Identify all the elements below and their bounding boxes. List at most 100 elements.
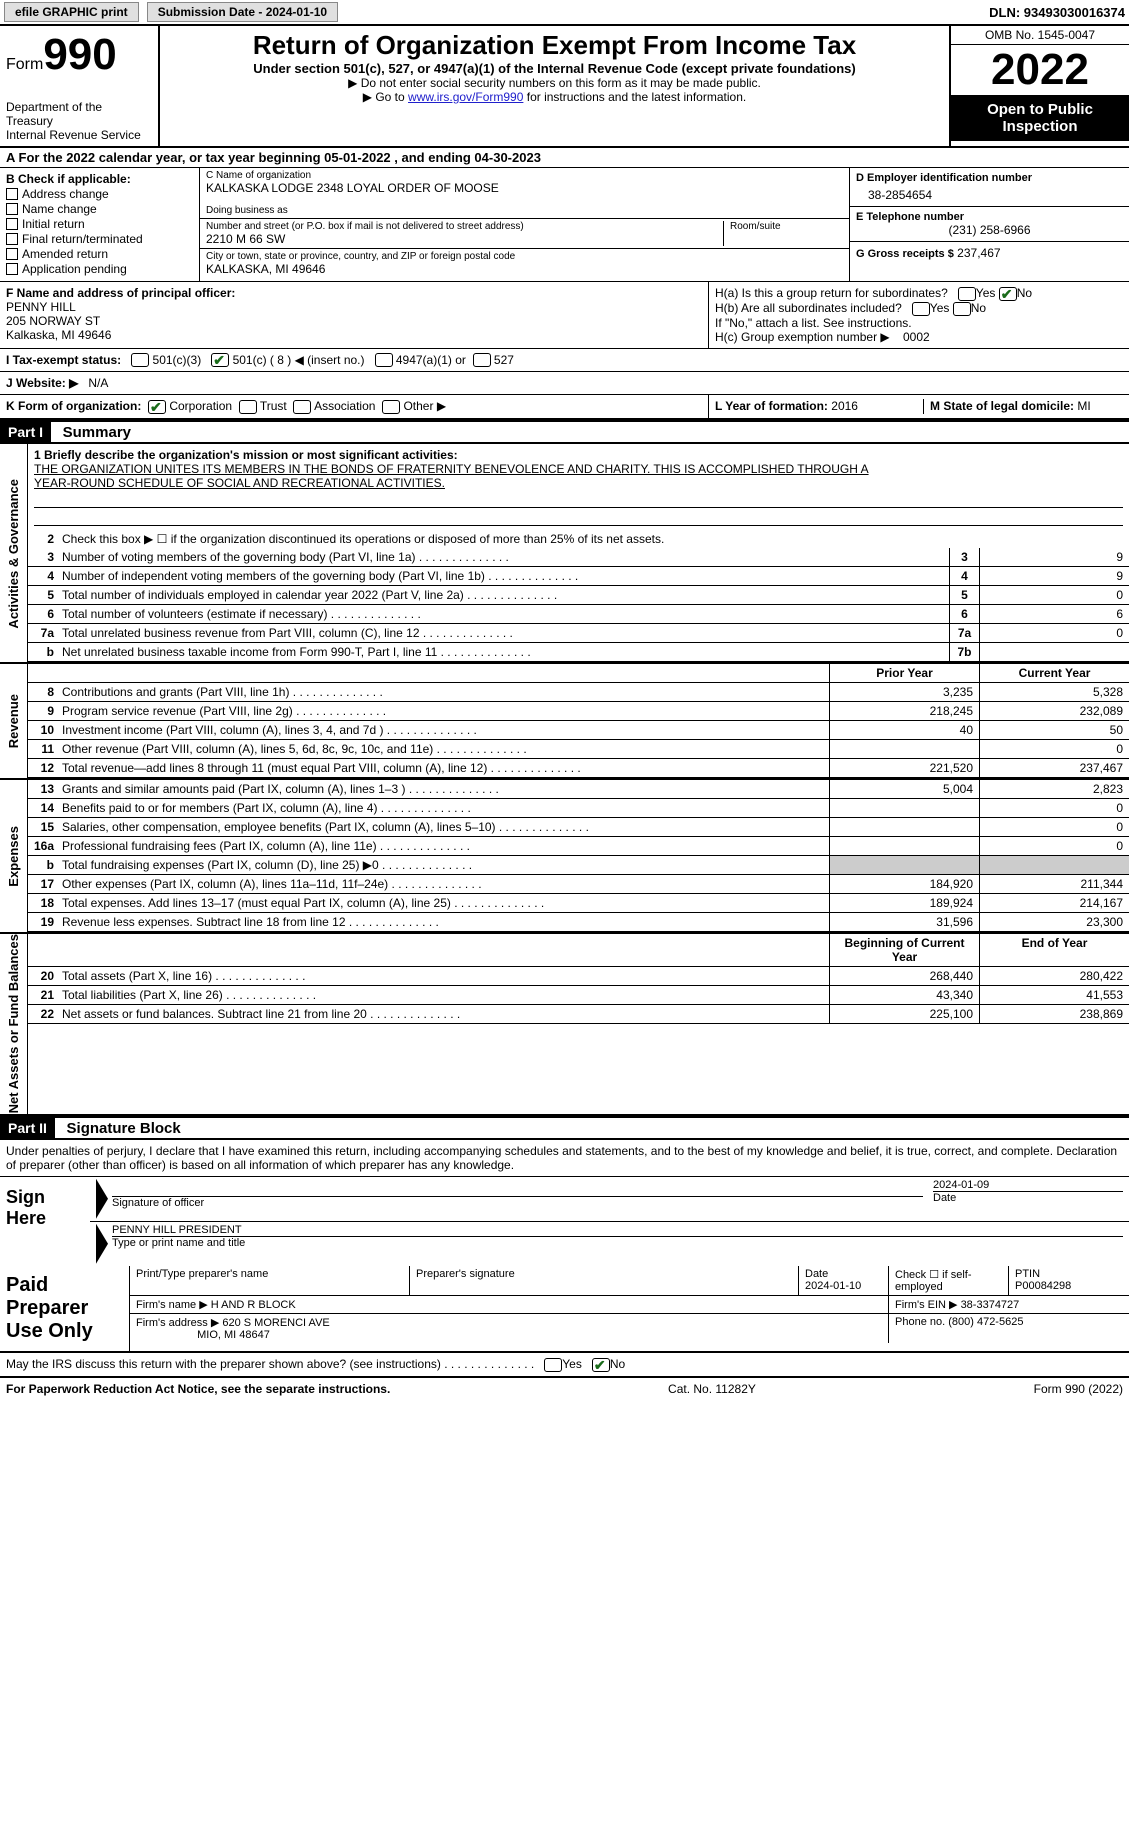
m-label: M State of legal domicile: <box>930 399 1074 413</box>
sign-here-block: Sign Here Signature of officer 2024-01-0… <box>0 1176 1129 1266</box>
part1-badge: Part I <box>0 422 51 442</box>
chk-trust[interactable] <box>239 400 257 414</box>
opt-527: 527 <box>494 353 514 367</box>
dln-label: DLN: 93493030016374 <box>989 5 1125 20</box>
opt-corp: Corporation <box>169 399 232 413</box>
section-d: D Employer identification number 38-2854… <box>849 168 1129 281</box>
b-item-0: Address change <box>22 187 109 201</box>
firm-name-label: Firm's name ▶ <box>136 1299 208 1311</box>
line-19: 19 Revenue less expenses. Subtract line … <box>28 913 1129 932</box>
opt-trust: Trust <box>260 399 287 413</box>
b-item-2: Initial return <box>22 217 85 231</box>
room-label: Room/suite <box>730 221 843 232</box>
sig-name-label: Type or print name and title <box>112 1237 1123 1249</box>
b-item-1: Name change <box>22 202 97 216</box>
ha-no[interactable] <box>999 287 1017 301</box>
vlabel-exp: Expenses <box>0 780 28 932</box>
b-item-5: Application pending <box>22 262 127 276</box>
form-title-main: Return of Organization Exempt From Incom… <box>166 30 943 61</box>
prep-date-hdr: Date <box>805 1268 828 1280</box>
dba-label: Doing business as <box>206 205 843 216</box>
dept-label: Department of the Treasury Internal Reve… <box>6 100 152 142</box>
preparer-label: Paid Preparer Use Only <box>0 1266 130 1351</box>
firm-phone-label: Phone no. <box>895 1316 945 1328</box>
chk-name-change[interactable] <box>6 203 18 215</box>
chk-assoc[interactable] <box>293 400 311 414</box>
efile-print-button[interactable]: efile GRAPHIC print <box>4 2 139 22</box>
form-header: Form990 Department of the Treasury Inter… <box>0 26 1129 148</box>
chk-amended[interactable] <box>6 248 18 260</box>
part2-title: Signature Block <box>59 1118 189 1139</box>
ha-yes[interactable] <box>958 287 976 301</box>
tax-year: 2022 <box>951 45 1129 95</box>
paid-preparer-block: Paid Preparer Use Only Print/Type prepar… <box>0 1266 1129 1353</box>
part1-title: Summary <box>55 422 139 443</box>
chk-other[interactable] <box>382 400 400 414</box>
end-year-hdr: End of Year <box>979 934 1129 966</box>
omb-number: OMB No. 1545-0047 <box>951 26 1129 45</box>
prep-date: 2024-01-10 <box>805 1280 861 1292</box>
perjury-declaration: Under penalties of perjury, I declare th… <box>0 1140 1129 1176</box>
gov-line-4: 4 Number of independent voting members o… <box>28 567 1129 586</box>
section-f: F Name and address of principal officer:… <box>0 282 709 348</box>
chk-501c3[interactable] <box>131 353 149 367</box>
part2-badge: Part II <box>0 1118 55 1138</box>
h-b-text: H(b) Are all subordinates included? <box>715 301 902 315</box>
firm-addr1: 620 S MORENCI AVE <box>222 1317 329 1329</box>
ein-value: 38-2854654 <box>856 184 1123 202</box>
chk-final-return[interactable] <box>6 233 18 245</box>
gov-line-7a: 7a Total unrelated business revenue from… <box>28 624 1129 643</box>
c-name-label: C Name of organization <box>206 170 843 181</box>
form-990-page: efile GRAPHIC print Submission Date - 20… <box>0 0 1129 1400</box>
gross-value: 237,467 <box>957 246 1000 260</box>
chk-app-pending[interactable] <box>6 263 18 275</box>
chk-corp[interactable] <box>148 400 166 414</box>
firm-ein: 38-3374727 <box>961 1299 1020 1311</box>
chk-initial-return[interactable] <box>6 218 18 230</box>
opt-assoc: Association <box>314 399 375 413</box>
chk-4947[interactable] <box>375 353 393 367</box>
sign-here-label: Sign Here <box>0 1177 90 1266</box>
line-12: 12 Total revenue—add lines 8 through 11 … <box>28 759 1129 778</box>
b-item-3: Final return/terminated <box>22 232 143 246</box>
gov-line-3: 3 Number of voting members of the govern… <box>28 548 1129 567</box>
line-9: 9 Program service revenue (Part VIII, li… <box>28 702 1129 721</box>
hb-yes[interactable] <box>912 302 930 316</box>
discuss-yes[interactable] <box>544 1358 562 1372</box>
revenue-section: Revenue Prior Year Current Year 8 Contri… <box>0 664 1129 780</box>
discuss-no[interactable] <box>592 1358 610 1372</box>
top-bar: efile GRAPHIC print Submission Date - 20… <box>0 0 1129 26</box>
line-21: 21 Total liabilities (Part X, line 26) 4… <box>28 986 1129 1005</box>
sig-officer-label: Signature of officer <box>112 1197 923 1209</box>
city-state-zip: KALKASKA, MI 49646 <box>206 262 843 276</box>
entity-block: B Check if applicable: Address change Na… <box>0 168 1129 282</box>
addr-label: Number and street (or P.O. box if mail i… <box>206 221 723 232</box>
line-18: 18 Total expenses. Add lines 13–17 (must… <box>28 894 1129 913</box>
website-row: J Website: ▶ N/A <box>0 372 1129 395</box>
mission-label: 1 Briefly describe the organization's mi… <box>34 448 1123 462</box>
form-number: 990 <box>43 30 116 79</box>
calendar-text: For the 2022 calendar year, or tax year … <box>19 150 541 165</box>
submission-date-button[interactable]: Submission Date - 2024-01-10 <box>147 2 338 22</box>
chk-501c[interactable] <box>211 353 229 367</box>
org-form-row: K Form of organization: Corporation Trus… <box>0 395 1129 420</box>
opt-4947: 4947(a)(1) or <box>396 353 466 367</box>
firm-addr-label: Firm's address ▶ <box>136 1317 219 1329</box>
form-subtitle: Under section 501(c), 527, or 4947(a)(1)… <box>166 61 943 76</box>
k-label: K Form of organization: <box>6 399 141 413</box>
chk-527[interactable] <box>473 353 491 367</box>
line2-text: Check this box ▶ ☐ if the organization d… <box>58 530 1129 548</box>
officer-addr1: 205 NORWAY ST <box>6 314 702 328</box>
page-footer: For Paperwork Reduction Act Notice, see … <box>0 1378 1129 1400</box>
form-label: Form <box>6 56 43 73</box>
website-value: N/A <box>88 376 108 390</box>
vlabel-rev: Revenue <box>0 664 28 778</box>
irs-link[interactable]: www.irs.gov/Form990 <box>408 90 523 104</box>
ptin-label: PTIN <box>1015 1268 1040 1280</box>
line-20: 20 Total assets (Part X, line 16) 268,44… <box>28 967 1129 986</box>
ha-no-label: No <box>1017 286 1032 300</box>
chk-address-change[interactable] <box>6 188 18 200</box>
footer-form: Form 990 (2022) <box>1034 1382 1123 1396</box>
officer-row: F Name and address of principal officer:… <box>0 282 1129 349</box>
hb-no[interactable] <box>953 302 971 316</box>
